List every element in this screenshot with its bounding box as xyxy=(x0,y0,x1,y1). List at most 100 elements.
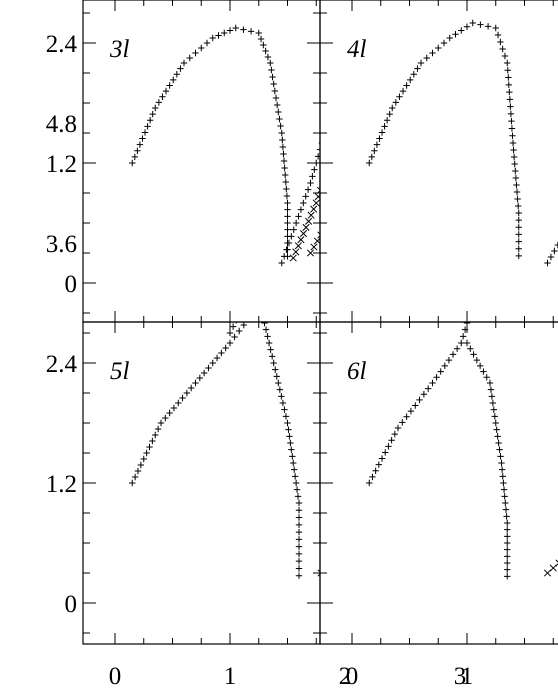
plus-marker xyxy=(407,407,415,415)
plus-marker xyxy=(226,329,234,337)
plus-marker xyxy=(386,110,393,118)
plus-marker xyxy=(500,479,507,487)
cross-marker xyxy=(335,202,341,208)
plus-marker xyxy=(339,40,345,46)
plus-marker xyxy=(269,248,275,254)
plus-marker xyxy=(222,344,229,352)
cross-marker xyxy=(379,113,385,119)
plus-marker xyxy=(264,333,271,340)
cross-marker xyxy=(409,8,415,14)
cross-marker xyxy=(328,214,334,220)
plus-marker xyxy=(470,278,476,284)
cross-marker xyxy=(344,76,350,82)
cross-marker xyxy=(361,152,367,158)
plus-marker xyxy=(134,147,141,154)
plus-marker xyxy=(279,143,287,151)
plus-marker xyxy=(365,130,371,136)
plus-marker xyxy=(326,170,332,176)
cross-marker xyxy=(317,569,320,577)
plus-marker xyxy=(470,227,476,233)
cross-marker xyxy=(412,265,418,271)
cross-marker xyxy=(294,242,302,250)
plus-marker xyxy=(513,181,520,189)
plus-marker xyxy=(262,122,268,128)
plus-marker xyxy=(511,160,518,168)
plus-marker xyxy=(270,359,277,367)
cross-marker xyxy=(418,277,424,283)
plus-marker xyxy=(378,455,386,462)
cross-marker xyxy=(410,1,416,7)
cross-marker xyxy=(345,70,351,76)
plus-marker xyxy=(423,54,430,62)
cross-marker xyxy=(388,240,394,246)
plus-marker xyxy=(242,298,248,304)
plus-marker xyxy=(366,159,373,167)
plus-marker xyxy=(247,28,255,35)
panel-4l: 4l xyxy=(319,0,558,323)
cross-marker xyxy=(270,135,276,141)
cross-marker xyxy=(292,248,300,256)
plus-marker xyxy=(278,259,285,267)
plus-marker xyxy=(485,122,491,128)
cross-marker xyxy=(383,99,389,105)
cross-marker xyxy=(310,205,318,213)
plus-marker xyxy=(378,115,384,121)
plus-marker xyxy=(275,108,282,116)
cross-marker xyxy=(336,160,342,166)
cross-marker xyxy=(544,170,550,176)
plus-marker xyxy=(501,52,509,60)
plus-marker xyxy=(342,20,348,26)
cross-marker xyxy=(434,228,440,234)
plus-marker xyxy=(295,536,303,543)
cross-marker xyxy=(399,452,405,458)
plus-marker xyxy=(478,143,484,149)
cross-marker xyxy=(371,230,377,236)
plus-marker xyxy=(311,166,318,173)
cross-marker xyxy=(348,186,354,192)
cross-marker xyxy=(338,196,344,202)
plus-marker xyxy=(322,175,328,181)
cross-marker xyxy=(342,190,348,196)
plus-marker xyxy=(504,533,511,540)
cross-marker xyxy=(376,233,382,239)
plus-marker xyxy=(371,147,378,154)
plus-marker xyxy=(272,366,279,373)
plus-marker xyxy=(507,103,514,110)
plus-marker xyxy=(458,339,465,347)
plus-marker xyxy=(453,345,461,352)
plus-marker xyxy=(280,229,286,235)
plus-marker xyxy=(265,189,271,195)
plus-marker xyxy=(489,399,497,407)
plus-marker xyxy=(394,424,402,432)
plus-marker xyxy=(429,379,436,387)
cross-marker xyxy=(554,178,558,184)
plus-marker xyxy=(490,406,498,413)
plus-marker xyxy=(232,24,239,32)
cross-marker xyxy=(402,255,408,261)
cross-marker xyxy=(393,245,399,251)
plus-marker xyxy=(435,44,442,52)
plus-marker xyxy=(515,224,522,231)
plus-marker xyxy=(273,101,281,109)
cross-marker xyxy=(336,130,342,136)
plus-marker xyxy=(470,256,476,262)
x-tick-label: 3 xyxy=(454,663,467,690)
plus-marker xyxy=(381,123,388,130)
plus-marker xyxy=(282,178,289,186)
plus-marker xyxy=(281,406,288,413)
plus-marker xyxy=(498,459,505,467)
plus-marker xyxy=(504,67,511,74)
cross-marker xyxy=(316,186,320,194)
cross-marker xyxy=(355,528,361,534)
x-tick-label: 0 xyxy=(109,663,122,690)
cross-marker xyxy=(329,198,335,204)
plus-marker xyxy=(170,404,178,412)
cross-marker xyxy=(530,157,536,163)
plus-marker xyxy=(146,117,154,124)
plus-marker xyxy=(470,263,476,269)
cross-marker xyxy=(425,346,431,352)
plus-marker xyxy=(378,129,386,136)
plus-marker xyxy=(258,266,264,272)
plus-marker xyxy=(277,235,283,241)
plus-marker xyxy=(512,167,519,175)
